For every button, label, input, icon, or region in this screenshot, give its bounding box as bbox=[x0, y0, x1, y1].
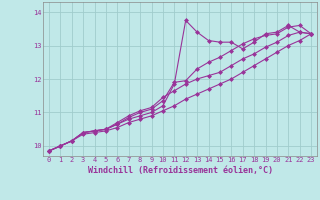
X-axis label: Windchill (Refroidissement éolien,°C): Windchill (Refroidissement éolien,°C) bbox=[87, 166, 273, 175]
